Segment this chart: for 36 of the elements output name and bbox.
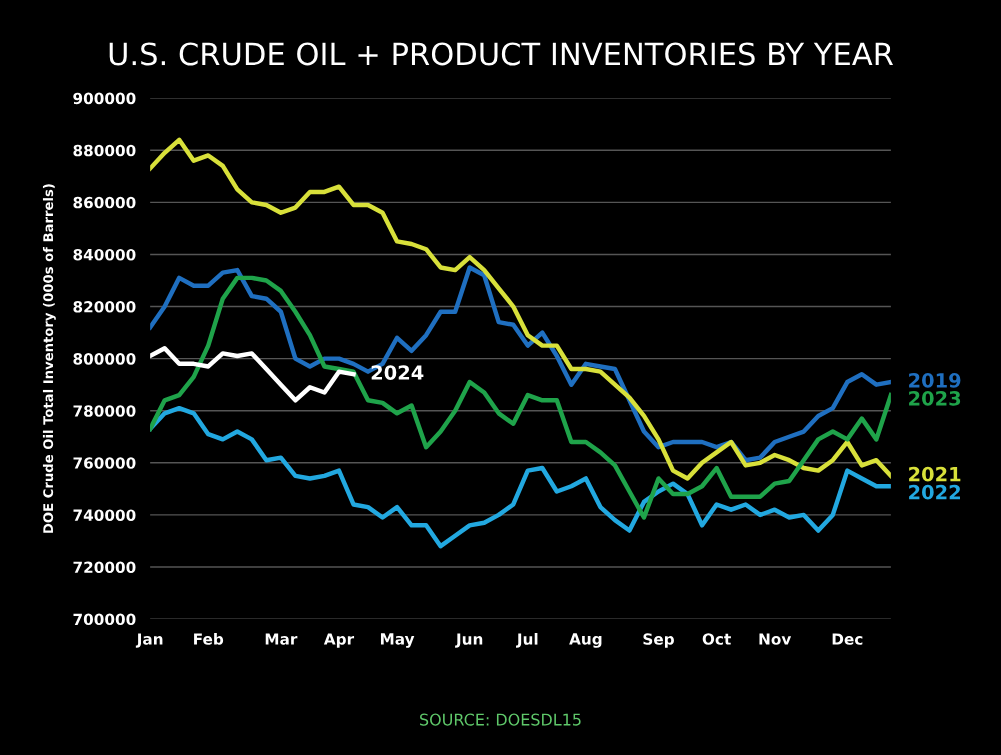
y-tick-label: 840000 xyxy=(73,248,136,261)
x-tick-label: Sep xyxy=(643,633,674,648)
x-tick-label: Mar xyxy=(265,633,298,645)
line-series xyxy=(150,405,891,549)
y-tick-label: 880000 xyxy=(73,144,136,157)
x-tick-label: Jun xyxy=(455,633,483,648)
x-tick-label: Oct xyxy=(702,633,731,645)
y-tick-label: 780000 xyxy=(73,405,136,417)
x-tick-label: Apr xyxy=(323,633,355,648)
series-label: 2024 xyxy=(371,365,424,380)
y-tick-label: 800000 xyxy=(73,353,136,365)
line-series xyxy=(150,265,891,463)
series-label: 2022 xyxy=(909,484,960,500)
line-series xyxy=(150,275,891,520)
y-tick-label: 700000 xyxy=(73,613,136,626)
x-tick-label: Aug xyxy=(569,633,602,648)
x-tick-label: Dec xyxy=(832,633,863,645)
x-tick-label: Jan xyxy=(135,633,163,648)
y-tick-label: 760000 xyxy=(73,457,136,469)
series-label: 2023 xyxy=(909,391,961,406)
x-tick-label: Jul xyxy=(516,632,538,648)
y-tick-label: 720000 xyxy=(73,561,136,574)
chart-title: U.S. CRUDE OIL + PRODUCT INVENTORIES BY YEAR xyxy=(109,42,894,66)
x-tick-label: May xyxy=(380,633,415,648)
series-label: 2019 xyxy=(909,373,961,388)
y-tick-label: 860000 xyxy=(73,196,136,209)
y-tick-label: 740000 xyxy=(73,509,136,521)
line-series xyxy=(150,137,891,481)
y-axis-title: DOE Crude Oil Total Inventory (000s of Barrels) xyxy=(42,184,56,533)
x-tick-label: Feb xyxy=(194,632,224,645)
y-tick-label: 820000 xyxy=(73,301,136,313)
line-series xyxy=(150,345,356,403)
source-note: SOURCE: DOESDL15 xyxy=(420,713,581,726)
series-label: 2021 xyxy=(909,466,961,482)
y-tick-label: 900000 xyxy=(73,92,136,105)
x-tick-label: Nov xyxy=(759,633,792,645)
